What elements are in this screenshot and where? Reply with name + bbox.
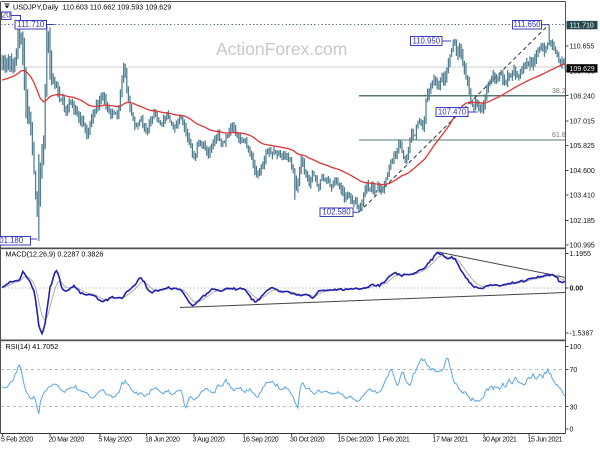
svg-text:3 Aug 2020: 3 Aug 2020 <box>193 437 225 444</box>
svg-text:RSI(14) 41.7052: RSI(14) 41.7052 <box>6 342 59 351</box>
svg-text:110.950: 110.950 <box>412 37 440 46</box>
svg-text:100.995: 100.995 <box>570 242 595 249</box>
svg-text:30: 30 <box>570 404 578 411</box>
svg-text:61.8: 61.8 <box>552 132 566 139</box>
svg-text:20 Mar 2020: 20 Mar 2020 <box>49 437 85 444</box>
svg-text:110.655: 110.655 <box>570 44 595 51</box>
svg-text:18 Jun 2020: 18 Jun 2020 <box>145 437 180 444</box>
svg-text:100: 100 <box>570 344 582 351</box>
svg-text:17 Mar 2021: 17 Mar 2021 <box>433 437 469 444</box>
svg-text:104.600: 104.600 <box>570 168 595 175</box>
svg-text:109.629: 109.629 <box>570 66 595 73</box>
svg-text:111.650: 111.650 <box>513 20 541 29</box>
svg-text:111.710: 111.710 <box>570 23 594 30</box>
svg-text:-1.5387: -1.5387 <box>570 331 594 338</box>
svg-text:102.185: 102.185 <box>570 218 595 225</box>
svg-text:5 Feb 2020: 5 Feb 2020 <box>1 437 33 444</box>
svg-text:108.240: 108.240 <box>570 93 595 100</box>
svg-text:MACD(12,26,9) 0.2287 0.3826: MACD(12,26,9) 0.2287 0.3826 <box>6 250 104 259</box>
svg-text:107.470: 107.470 <box>438 108 467 117</box>
svg-text:1 Feb 2021: 1 Feb 2021 <box>378 437 410 444</box>
svg-text:70: 70 <box>570 367 578 374</box>
svg-text:1.1955: 1.1955 <box>570 251 592 258</box>
svg-text:30 Apr 2021: 30 Apr 2021 <box>483 437 517 444</box>
svg-text:105.825: 105.825 <box>570 143 595 150</box>
svg-text:107.015: 107.015 <box>570 119 595 126</box>
svg-text:20: 20 <box>2 11 11 20</box>
svg-text:102.580: 102.580 <box>322 208 351 217</box>
svg-text:111.710: 111.710 <box>17 20 45 29</box>
svg-text:30 Oct 2020: 30 Oct 2020 <box>290 437 325 444</box>
svg-text:0.00: 0.00 <box>570 286 584 293</box>
svg-text:101.180: 101.180 <box>0 236 24 245</box>
svg-text:5 May 2020: 5 May 2020 <box>99 437 133 444</box>
svg-text:ActionForex.com: ActionForex.com <box>216 39 347 59</box>
svg-text:15 Jun 2021: 15 Jun 2021 <box>528 437 563 444</box>
svg-text:15 Dec 2020: 15 Dec 2020 <box>338 437 374 444</box>
svg-text:0: 0 <box>570 426 574 433</box>
svg-text:38.2: 38.2 <box>552 88 566 95</box>
svg-text:103.410: 103.410 <box>570 193 595 200</box>
svg-text:USDJPY,Daily 110.603 110.662: USDJPY,Daily 110.603 110.662 109.593 109… <box>13 3 171 12</box>
svg-text:16 Sep 2020: 16 Sep 2020 <box>243 437 279 444</box>
